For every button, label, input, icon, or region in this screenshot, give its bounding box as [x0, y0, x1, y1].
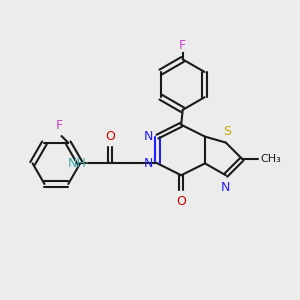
Text: N: N	[144, 157, 153, 170]
Text: N: N	[221, 181, 230, 194]
Text: O: O	[105, 130, 115, 143]
Text: F: F	[56, 119, 63, 132]
Text: F: F	[179, 39, 186, 52]
Text: S: S	[223, 125, 231, 138]
Text: N: N	[144, 130, 153, 143]
Text: CH₃: CH₃	[260, 154, 281, 164]
Text: NH: NH	[67, 157, 86, 170]
Text: O: O	[176, 195, 186, 208]
